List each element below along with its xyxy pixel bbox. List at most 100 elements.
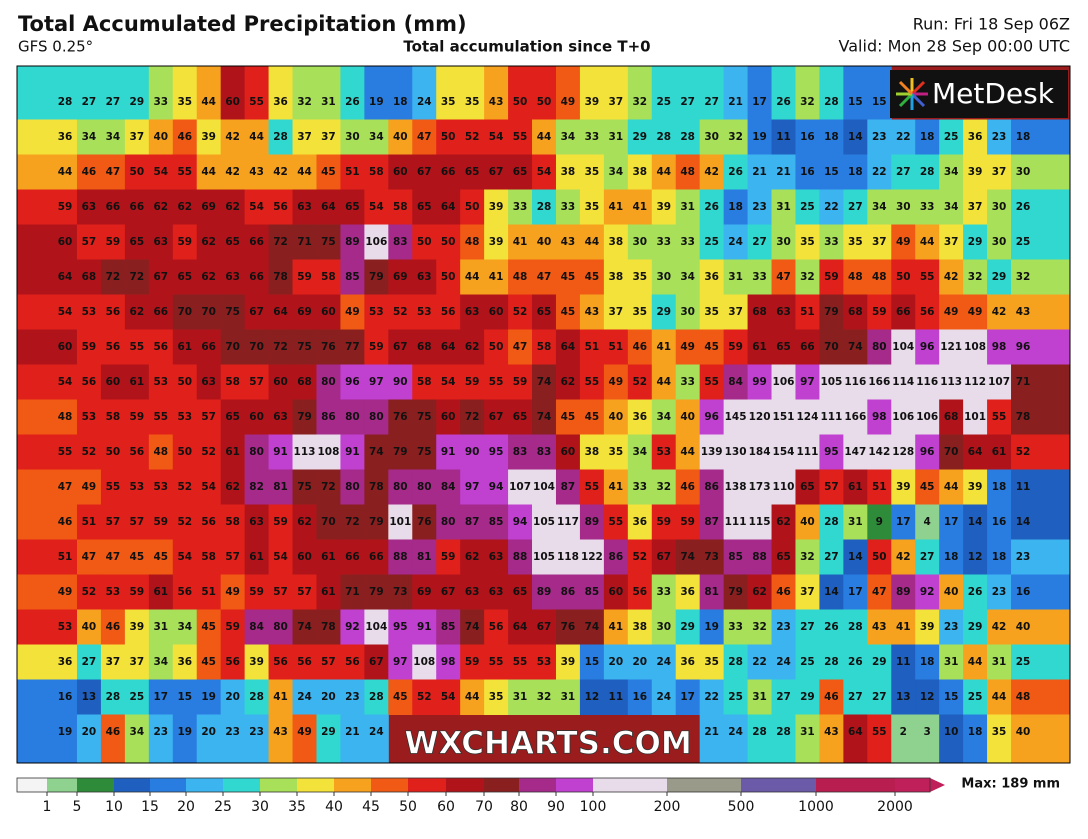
cell <box>699 539 725 575</box>
cell <box>963 574 988 610</box>
cell <box>412 399 437 435</box>
value-label: 62 <box>465 341 480 353</box>
cell <box>76 574 102 610</box>
cell <box>555 644 581 680</box>
cell <box>963 434 988 470</box>
value-label: 68 <box>944 411 959 423</box>
cell <box>867 399 892 435</box>
value-label: 62 <box>776 516 791 528</box>
cell <box>148 714 174 764</box>
value-label: 33 <box>513 201 528 213</box>
cell <box>843 714 868 764</box>
cell <box>244 609 270 645</box>
value-label: 166 <box>868 376 890 388</box>
value-label: 32 <box>537 691 552 703</box>
value-label: 59 <box>273 516 288 528</box>
value-label: 66 <box>130 201 145 213</box>
value-label: 39 <box>249 656 264 668</box>
cell <box>819 679 844 715</box>
value-label: 29 <box>656 306 671 318</box>
value-label: 87 <box>465 516 480 528</box>
cell <box>76 399 102 435</box>
cell <box>555 609 581 645</box>
cell <box>316 189 341 225</box>
value-label: 59 <box>513 376 528 388</box>
value-label: 58 <box>225 376 240 388</box>
value-label: 37 <box>321 131 336 143</box>
cell <box>579 259 605 295</box>
value-label: 70 <box>944 446 959 458</box>
value-label: 53 <box>153 481 168 493</box>
cell <box>172 644 198 680</box>
cell <box>268 714 294 764</box>
cell <box>819 539 844 575</box>
value-label: 55 <box>704 376 719 388</box>
cell <box>627 434 653 470</box>
value-label: 19 <box>752 131 767 143</box>
value-label: 44 <box>465 271 480 283</box>
cell <box>651 469 677 505</box>
cell <box>460 189 485 225</box>
value-label: 28 <box>273 131 288 143</box>
value-label: 72 <box>130 271 145 283</box>
cell <box>172 224 198 260</box>
value-label: 37 <box>609 96 624 108</box>
value-label: 32 <box>656 481 671 493</box>
cell <box>532 539 557 575</box>
cell <box>579 399 605 435</box>
value-label: 81 <box>273 481 288 493</box>
value-label: 51 <box>872 481 887 493</box>
value-label: 16 <box>800 131 815 143</box>
value-label: 44 <box>656 166 671 178</box>
cell <box>603 399 629 435</box>
cell <box>987 224 1012 260</box>
cell <box>220 679 246 715</box>
value-label: 47 <box>106 551 121 563</box>
cell <box>819 259 844 295</box>
cell <box>508 119 533 155</box>
value-label: 60 <box>273 376 288 388</box>
numbers: 28 27 27 29 33 35 44 60 55 36 32 31 26 19 18 24 35 35 43 50… <box>58 96 1031 738</box>
cell <box>172 539 198 575</box>
cell <box>867 434 892 470</box>
value-label: 58 <box>321 271 336 283</box>
cell <box>244 189 270 225</box>
value-label: 68 <box>752 306 767 318</box>
cell <box>17 294 78 330</box>
value-label: 45 <box>153 551 168 563</box>
cell <box>1011 679 1071 715</box>
cell <box>292 66 317 120</box>
value-label: 37 <box>297 131 312 143</box>
value-label: 117 <box>557 516 579 528</box>
value-label: 21 <box>704 726 719 738</box>
cell <box>963 399 988 435</box>
cell <box>532 364 557 400</box>
value-label: 44 <box>585 236 600 248</box>
cell <box>819 119 844 155</box>
value-label: 67 <box>417 166 432 178</box>
value-label: 101 <box>389 516 411 528</box>
cell <box>340 66 365 120</box>
cell <box>508 364 533 400</box>
cell <box>100 224 126 260</box>
cell <box>364 504 389 540</box>
cell <box>627 539 653 575</box>
value-label: 63 <box>297 201 312 213</box>
value-label: 74 <box>369 446 384 458</box>
value-label: 114 <box>892 376 914 388</box>
colorbar-label: 30 <box>251 799 269 815</box>
cell <box>699 224 725 260</box>
cell <box>963 224 988 260</box>
cell <box>388 539 413 575</box>
colorbar-label: 200 <box>654 799 681 815</box>
cell <box>124 504 150 540</box>
cell <box>627 329 653 365</box>
value-label: 75 <box>225 306 240 318</box>
cell <box>364 224 389 260</box>
cell <box>316 469 341 505</box>
cell <box>148 189 174 225</box>
value-label: 59 <box>824 271 839 283</box>
value-label: 53 <box>177 411 192 423</box>
colorbar-segment <box>667 778 742 792</box>
cell <box>148 259 174 295</box>
